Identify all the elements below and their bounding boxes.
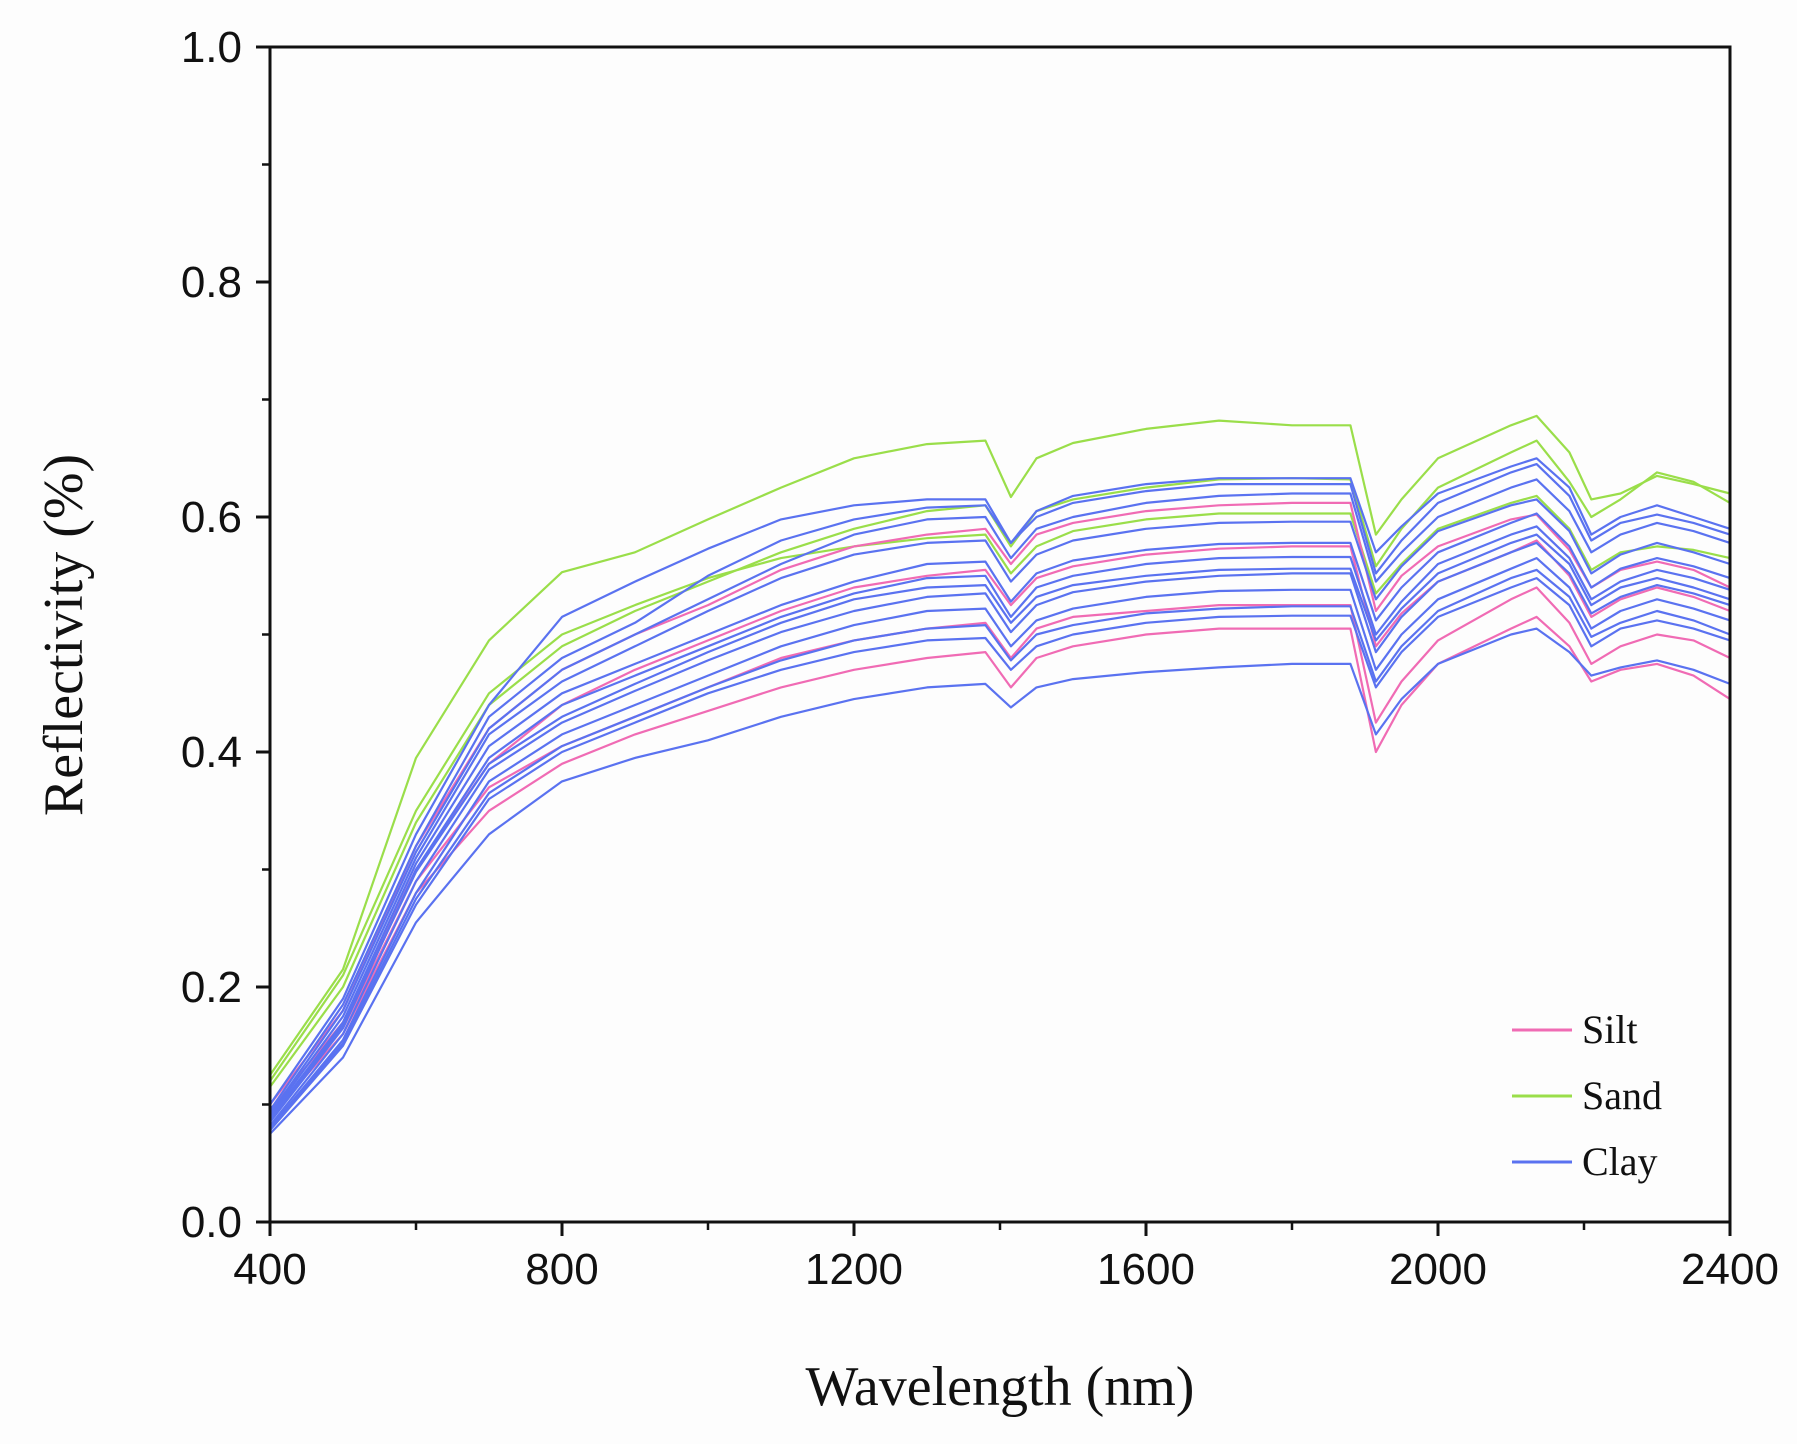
x-tick-label: 2400 [1681,1245,1779,1294]
y-tick-label: 1.0 [181,23,242,72]
series-line-sand-2 [269,494,1731,1082]
ticks-layer: 400 800 1200 1600 2000 2400 0.0 0.2 0.4 0.6 0.8 1.0 [181,23,1779,1294]
series-line-clay-12 [269,525,1731,1123]
x-axis-title: Wavelength (nm) [806,1356,1195,1418]
x-tick-label: 800 [525,1245,598,1294]
series-line-sand-1 [269,414,1731,1076]
series-line-clay-16 [269,627,1731,1135]
legend: Silt Sand Clay [1512,1007,1662,1184]
x-tick-label: 400 [233,1245,306,1294]
series-line-clay-13 [269,541,1731,1127]
y-tick-label: 0.6 [181,493,242,542]
series-line-clay-8 [269,457,1731,1106]
y-tick-label: 0.2 [181,963,242,1012]
series-line-clay-11 [269,512,1731,1120]
series-line-sand-3 [269,439,1731,1088]
x-tick-label: 1600 [1097,1245,1195,1294]
series-line-clay-19 [269,568,1731,1129]
legend-label-silt: Silt [1582,1007,1638,1052]
series-line-clay-18 [269,533,1731,1122]
legend-label-clay: Clay [1582,1139,1658,1184]
series-line-clay-15 [269,577,1731,1132]
y-tick-label: 0.8 [181,258,242,307]
series-layer [269,414,1731,1135]
series-line-clay-14 [269,557,1731,1129]
series-line-silt-5 [269,539,1731,1112]
series-line-clay-17 [269,478,1731,1115]
series-line-clay-9 [269,463,1731,1112]
x-tick-label: 1200 [805,1245,903,1294]
series-line-silt-6 [269,615,1731,1118]
y-tick-label: 0.0 [181,1198,242,1247]
series-line-clay-10 [269,498,1731,1117]
x-tick-label: 2000 [1389,1245,1487,1294]
legend-label-sand: Sand [1582,1073,1662,1118]
y-axis-title: Reflectivity (%) [33,454,95,816]
y-tick-label: 0.4 [181,728,242,777]
